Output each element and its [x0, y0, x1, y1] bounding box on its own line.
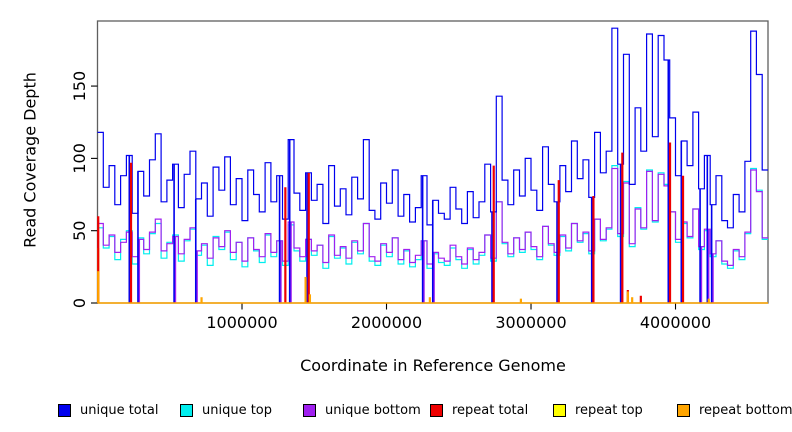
- legend-item-repeat-total: repeat total: [430, 400, 528, 420]
- x-tick-label: 4000000: [640, 313, 711, 332]
- legend-item-repeat-bottom: repeat bottom: [677, 400, 792, 420]
- legend-item-unique-total: unique total: [58, 400, 158, 420]
- legend-item-unique-bottom: unique bottom: [303, 400, 421, 420]
- x-axis-title: Coordinate in Reference Genome: [300, 356, 566, 375]
- legend-swatch-unique-top-icon: [180, 403, 193, 417]
- x-tick-label: 3000000: [495, 313, 566, 332]
- legend-item-unique-top: unique top: [180, 400, 272, 420]
- x-tick-label: 1000000: [206, 313, 277, 332]
- y-tick-label: 150: [70, 71, 89, 102]
- legend-label: repeat total: [452, 402, 529, 418]
- x-tick-label: 2000000: [351, 313, 422, 332]
- legend-swatch-repeat-bottom-icon: [677, 403, 690, 417]
- legend-swatch-repeat-top-icon: [553, 403, 566, 417]
- legend-label: unique top: [202, 402, 273, 418]
- legend-label: repeat top: [575, 402, 643, 418]
- series-unique-total: [97, 27, 768, 229]
- y-tick-label: 100: [70, 143, 89, 174]
- y-tick-label: 50: [70, 221, 89, 241]
- y-axis-title: Read Coverage Depth: [20, 72, 40, 248]
- chart-legend: unique total unique top unique bottom re…: [0, 400, 792, 422]
- legend-swatch-unique-total-icon: [58, 403, 71, 417]
- legend-label: repeat bottom: [699, 402, 792, 418]
- legend-label: unique bottom: [325, 402, 421, 418]
- legend-swatch-repeat-total-icon: [430, 403, 443, 417]
- legend-swatch-unique-bottom-icon: [303, 403, 316, 417]
- legend-label: unique total: [80, 402, 159, 418]
- legend-item-repeat-top: repeat top: [553, 400, 643, 420]
- y-tick-label: 0: [70, 298, 89, 308]
